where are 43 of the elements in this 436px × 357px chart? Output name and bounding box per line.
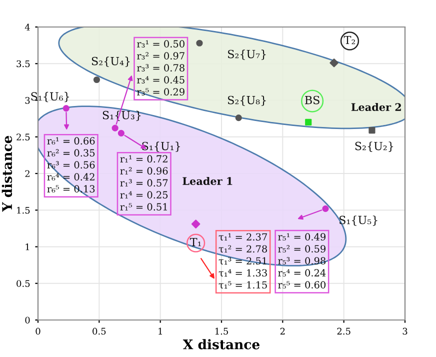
annotation: S₁{U₅} [340, 216, 378, 226]
x-tick-label: 2.5 [337, 328, 350, 335]
x-tick-label: 0 [36, 328, 40, 335]
point [191, 220, 200, 228]
annotation: S₁{U₆} [31, 92, 69, 102]
point [305, 118, 312, 126]
annotation: r₅¹ = 0.49 r₅² = 0.59 r₅³ = 0.98 r₅⁴ = 0.24 r₅⁵ = 0.60 [278, 233, 326, 288]
annotation: Leader 2 [351, 102, 401, 112]
x-tick-label: 1 [158, 328, 162, 334]
y-tick-label: 0 [25, 316, 30, 324]
point [322, 205, 329, 212]
x-tick-label: 0.5 [92, 328, 106, 335]
annotation: Leader 1 [182, 176, 232, 186]
y-tick-label: 2 [25, 170, 30, 177]
annotation: S₂{U₇} [228, 50, 266, 60]
y-tick-label: 3 [25, 96, 30, 104]
x-tick-label: 2 [280, 328, 285, 334]
annotation: S₁{U₁} [142, 142, 180, 152]
point [330, 58, 338, 68]
point [112, 124, 118, 132]
point [235, 114, 242, 122]
point [62, 105, 70, 112]
x-axis-title: X distance [182, 339, 260, 350]
y-tick-label: 0.5 [16, 280, 30, 287]
annotation: S₂{U₂} [355, 142, 394, 152]
annotation: T₁ [190, 238, 201, 246]
annotation: S₂{U₈} [228, 96, 266, 106]
y-tick-label: 3.5 [16, 60, 30, 68]
annotation: T₂ [344, 36, 355, 44]
point [118, 130, 124, 137]
x-tick-label: 3 [402, 328, 408, 335]
y-tick-label: 4 [24, 24, 30, 30]
point [368, 126, 376, 134]
x-tick-label: 1.5 [215, 328, 228, 335]
point [196, 40, 203, 46]
annotation: S₂{U₄} [92, 56, 130, 67]
point [93, 76, 100, 84]
y-tick-label: 1 [26, 243, 30, 250]
y-tick-label: 1.5 [17, 206, 30, 214]
y-axis-title: Y distance [2, 136, 12, 212]
annotation: BS [305, 96, 320, 104]
y-tick-label: 2.5 [16, 134, 30, 140]
annotation: r₁¹ = 0.72 r₁² = 0.96 r₁³ = 0.57 r₁⁴ = 0.25 r₁⁵ = 0.51 [120, 155, 168, 211]
